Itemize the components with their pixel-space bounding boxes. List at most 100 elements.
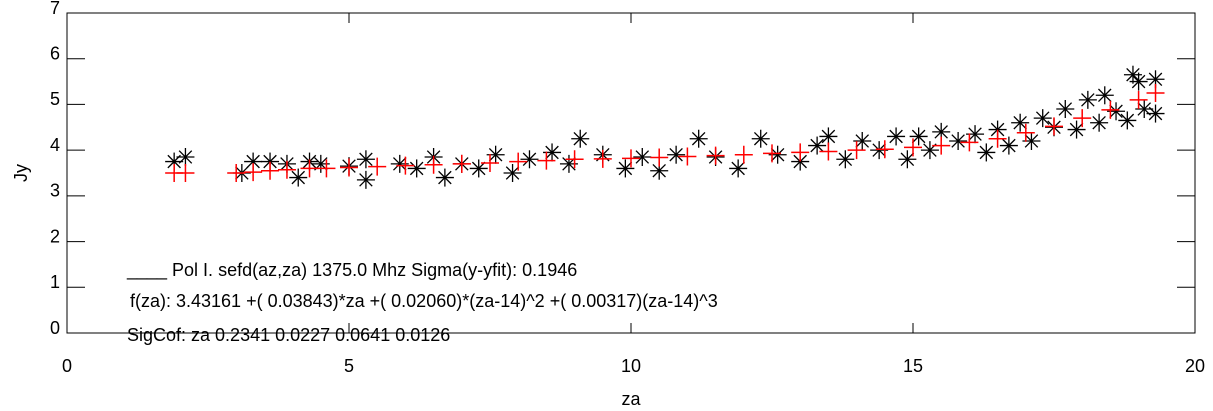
point — [452, 154, 471, 173]
marker-stroke — [819, 142, 838, 161]
y-tick-label: 2 — [50, 226, 60, 246]
point — [469, 159, 488, 178]
point — [1011, 113, 1030, 132]
point — [819, 127, 838, 146]
point — [949, 132, 968, 150]
point — [520, 150, 539, 169]
point — [435, 168, 454, 187]
point — [763, 144, 781, 163]
point — [875, 140, 894, 159]
marker-stroke — [821, 129, 836, 144]
marker-stroke — [1016, 123, 1035, 142]
marker-stroke — [618, 161, 633, 176]
marker-stroke — [979, 145, 994, 160]
marker-stroke — [904, 138, 922, 157]
annotation: SigCof: za 0.2341 0.0227 0.0641 0.0126 — [127, 325, 450, 345]
point — [261, 161, 280, 180]
marker-stroke — [244, 163, 263, 182]
marker-stroke — [990, 122, 1005, 137]
marker-stroke — [1002, 138, 1016, 153]
marker-stroke — [359, 173, 373, 187]
marker-stroke — [291, 170, 305, 185]
marker-stroke — [409, 161, 424, 176]
point — [988, 120, 1007, 139]
marker-stroke — [932, 136, 951, 155]
point — [1056, 100, 1075, 118]
point — [887, 127, 906, 146]
x-tick-label: 5 — [344, 356, 354, 376]
point — [768, 145, 787, 164]
point — [509, 152, 528, 171]
point — [616, 159, 635, 178]
marker-stroke — [650, 148, 669, 167]
marker-stroke — [889, 129, 903, 144]
point — [396, 156, 415, 175]
marker-stroke — [731, 161, 745, 176]
marker-stroke — [810, 138, 824, 153]
marker-stroke — [753, 131, 768, 146]
marker-stroke — [847, 141, 866, 160]
marker-stroke — [452, 154, 471, 173]
marker-stroke — [838, 152, 853, 167]
marker-stroke — [872, 143, 886, 157]
point — [565, 150, 584, 169]
marker-stroke — [593, 149, 612, 168]
marker-stroke — [635, 150, 650, 164]
point — [543, 143, 562, 162]
marker-stroke — [368, 157, 387, 176]
marker-stroke — [263, 154, 277, 169]
marker-stroke — [622, 149, 640, 168]
point — [1107, 102, 1126, 121]
y-tick-label: 6 — [50, 43, 60, 63]
marker-stroke — [359, 152, 373, 167]
marker-stroke — [1058, 102, 1073, 116]
point — [1078, 90, 1097, 109]
point — [1129, 90, 1148, 109]
marker-stroke — [396, 156, 415, 175]
point — [481, 153, 499, 172]
point — [988, 129, 1007, 148]
point — [486, 145, 505, 164]
marker-stroke — [691, 131, 706, 146]
marker-stroke — [471, 161, 486, 176]
marker-stroke — [1092, 115, 1106, 130]
marker-stroke — [669, 147, 683, 162]
point — [667, 145, 686, 164]
point — [1146, 84, 1165, 102]
point — [909, 127, 928, 146]
marker-stroke — [875, 140, 894, 159]
point — [836, 150, 855, 169]
marker-stroke — [176, 164, 195, 182]
marker-stroke — [1035, 111, 1050, 125]
point — [1033, 109, 1052, 128]
point — [390, 154, 409, 173]
y-tick-label: 0 — [50, 318, 60, 338]
marker-stroke — [1120, 113, 1135, 128]
point — [503, 164, 522, 182]
marker-stroke — [1131, 74, 1146, 89]
point — [227, 164, 246, 182]
marker-stroke — [706, 146, 725, 165]
marker-stroke — [393, 157, 407, 171]
point — [791, 143, 810, 162]
marker-stroke — [522, 152, 537, 167]
marker-stroke — [968, 127, 982, 141]
y-tick-label: 4 — [50, 135, 60, 155]
marker-stroke — [246, 154, 260, 169]
point — [300, 159, 319, 178]
y-tick-label: 7 — [50, 0, 60, 18]
marker-stroke — [678, 147, 697, 166]
point — [317, 159, 336, 178]
point — [340, 158, 358, 177]
point — [633, 148, 652, 166]
point — [356, 150, 375, 169]
marker-stroke — [1081, 93, 1095, 107]
marker-stroke — [573, 131, 587, 146]
marker-stroke — [509, 152, 528, 171]
marker-stroke — [488, 147, 503, 162]
marker-stroke — [537, 151, 556, 170]
marker-stroke — [1146, 84, 1165, 102]
marker-stroke — [1126, 67, 1140, 82]
x-tick-label: 10 — [621, 356, 641, 376]
marker-stroke — [960, 133, 979, 152]
